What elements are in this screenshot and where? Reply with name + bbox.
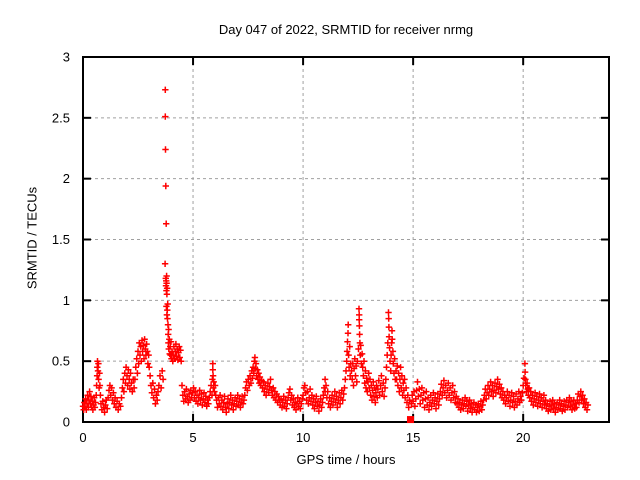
axis-ticks xyxy=(82,56,609,423)
x-tick-label: 10 xyxy=(296,430,310,445)
chart-title: Day 047 of 2022, SRMTID for receiver nrm… xyxy=(218,22,474,37)
x-tick-label: 20 xyxy=(516,430,530,445)
data-points-plus-markers xyxy=(79,86,592,416)
y-tick-label: 3 xyxy=(63,50,70,65)
y-tick-label: 2 xyxy=(63,171,70,186)
y-tick-label: 2.5 xyxy=(52,110,70,125)
y-axis-label: SRMTID / TECUs xyxy=(24,186,40,290)
x-tick-label: 5 xyxy=(189,430,196,445)
y-tick-label: 0 xyxy=(63,415,70,430)
x-axis-label: GPS time / hours xyxy=(296,452,396,467)
y-tick-label: 1.5 xyxy=(52,232,70,247)
y-tick-label: 0.5 xyxy=(52,354,70,369)
y-tick-label: 1 xyxy=(63,293,70,308)
grid-lines xyxy=(83,57,609,422)
x-tick-label: 15 xyxy=(406,430,420,445)
x-tick-label: 0 xyxy=(79,430,86,445)
data-point-filled-square xyxy=(406,416,414,424)
